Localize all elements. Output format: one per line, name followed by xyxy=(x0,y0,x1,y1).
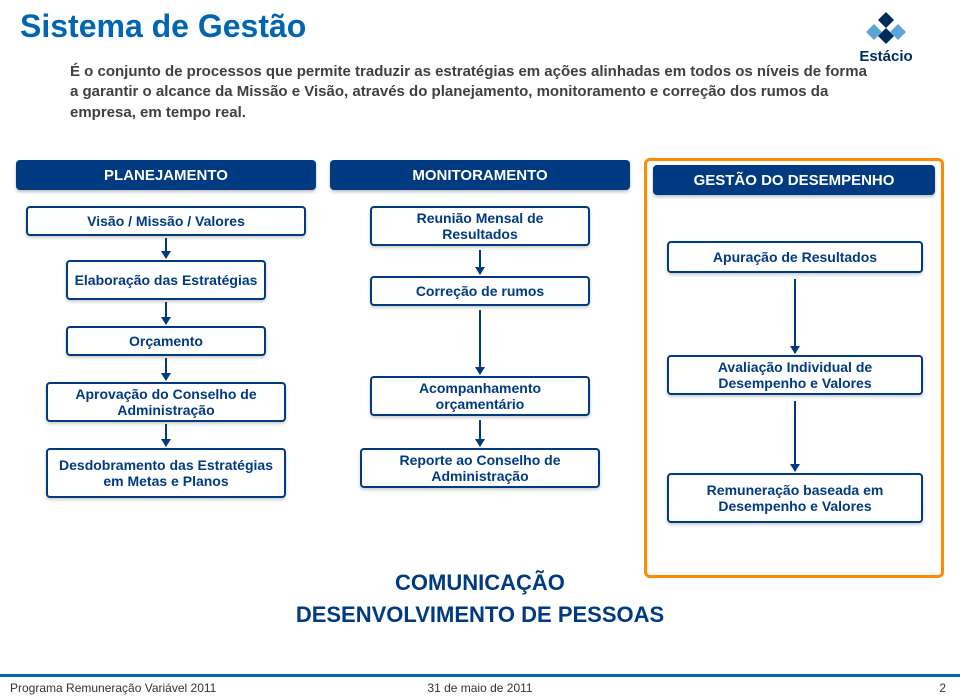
columns-container: PLANEJAMENTO Visão / Missão / Valores El… xyxy=(16,160,944,578)
box-correcao: Correção de rumos xyxy=(370,276,590,306)
arrow-icon xyxy=(479,250,481,274)
footer-left: Programa Remuneração Variável 2011 xyxy=(10,681,216,695)
arrow-icon xyxy=(794,279,796,353)
logo-icon xyxy=(866,10,906,46)
intro-paragraph: É o conjunto de processos que permite tr… xyxy=(70,62,870,123)
box-remuneracao: Remuneração baseada em Desempenho e Valo… xyxy=(667,473,923,523)
footer: Programa Remuneração Variável 2011 31 de… xyxy=(0,674,960,698)
box-desdobramento: Desdobramento das Estratégias em Metas e… xyxy=(46,448,286,498)
box-reporte: Reporte ao Conselho de Administração xyxy=(360,448,600,488)
box-aprovacao: Aprovação do Conselho de Administração xyxy=(46,382,286,422)
col-gestao-inner: Apuração de Resultados Avaliação Individ… xyxy=(653,195,935,565)
box-avaliacao: Avaliação Individual de Desempenho e Val… xyxy=(667,355,923,395)
arrow-icon xyxy=(479,310,481,374)
col-planejamento: PLANEJAMENTO Visão / Missão / Valores El… xyxy=(16,160,316,578)
col-monitoramento: MONITORAMENTO Reunião Mensal de Resultad… xyxy=(330,160,630,578)
highlight-frame: GESTÃO DO DESEMPENHO Apuração de Resulta… xyxy=(644,158,944,578)
label-desenvolvimento: DESENVOLVIMENTO DE PESSOAS xyxy=(0,602,960,628)
box-elaboracao: Elaboração das Estratégias xyxy=(66,260,266,300)
box-orcamento: Orçamento xyxy=(66,326,266,356)
box-visao-missao: Visão / Missão / Valores xyxy=(26,206,306,236)
col-header-monitoramento: MONITORAMENTO xyxy=(330,160,630,190)
slide-title: Sistema de Gestão xyxy=(20,8,306,45)
arrow-icon xyxy=(794,401,796,471)
slide: Sistema de Gestão Estácio É o conjunto d… xyxy=(0,0,960,698)
footer-page-number: 2 xyxy=(939,681,946,695)
box-reuniao: Reunião Mensal de Resultados xyxy=(370,206,590,246)
arrow-icon xyxy=(165,424,167,446)
col-header-gestao: GESTÃO DO DESEMPENHO xyxy=(653,165,935,195)
logo: Estácio xyxy=(836,10,936,70)
col-header-planejamento: PLANEJAMENTO xyxy=(16,160,316,190)
col-gestao: GESTÃO DO DESEMPENHO Apuração de Resulta… xyxy=(644,160,944,578)
arrow-icon xyxy=(479,420,481,446)
arrow-icon xyxy=(165,302,167,324)
label-comunicacao: COMUNICAÇÃO xyxy=(0,570,960,596)
arrow-icon xyxy=(165,238,167,258)
box-acompanhamento: Acompanhamento orçamentário xyxy=(370,376,590,416)
arrow-icon xyxy=(165,358,167,380)
box-apuracao: Apuração de Resultados xyxy=(667,241,923,273)
